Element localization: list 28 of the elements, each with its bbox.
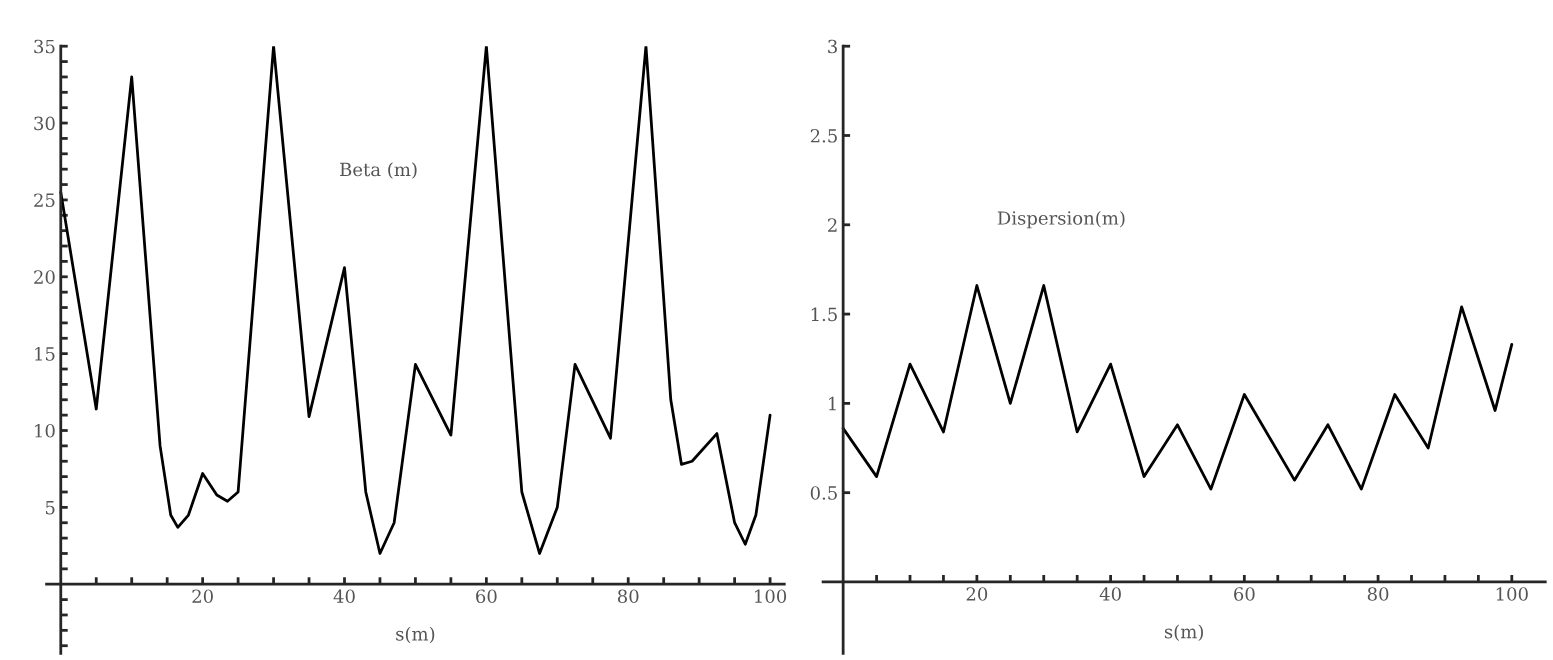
y-tick-label: 2 bbox=[828, 218, 837, 232]
y-tick-label: 30 bbox=[34, 116, 55, 131]
x-tick-label: 60 bbox=[1234, 587, 1255, 601]
x-tick-label: 40 bbox=[333, 589, 355, 604]
x-tick-label: 20 bbox=[966, 587, 988, 601]
y-tick-label: 1 bbox=[829, 396, 836, 411]
line-series bbox=[59, 46, 772, 555]
x-axis-title: s(m) bbox=[1164, 624, 1203, 641]
y-axis-title: Dispersion(m) bbox=[997, 210, 1125, 229]
y-tick-label: 10 bbox=[35, 423, 55, 438]
y-axis-title: Beta (m) bbox=[340, 162, 417, 179]
y-tick-label: 35 bbox=[34, 39, 55, 54]
y-tick-label: 2.5 bbox=[810, 128, 837, 143]
y-tick-label: 3 bbox=[828, 39, 837, 54]
x-tick-label: 60 bbox=[476, 589, 497, 604]
y-tick-label: 15 bbox=[35, 347, 55, 361]
x-tick-label: 100 bbox=[755, 589, 787, 604]
x-tick-label: 80 bbox=[1367, 587, 1389, 601]
y-tick-label: 0.5 bbox=[810, 486, 837, 500]
y-tick-label: 20 bbox=[34, 270, 55, 284]
x-tick-label: 40 bbox=[1099, 587, 1121, 601]
y-tick-label: 25 bbox=[34, 193, 55, 208]
x-tick-label: 80 bbox=[617, 589, 639, 604]
x-axis-title: s(m) bbox=[396, 626, 435, 644]
y-tick-label: 5 bbox=[45, 501, 55, 515]
y-tick-label: 1.5 bbox=[811, 307, 837, 322]
x-tick-label: 100 bbox=[1496, 587, 1528, 601]
x-tick-label: 20 bbox=[192, 589, 213, 604]
